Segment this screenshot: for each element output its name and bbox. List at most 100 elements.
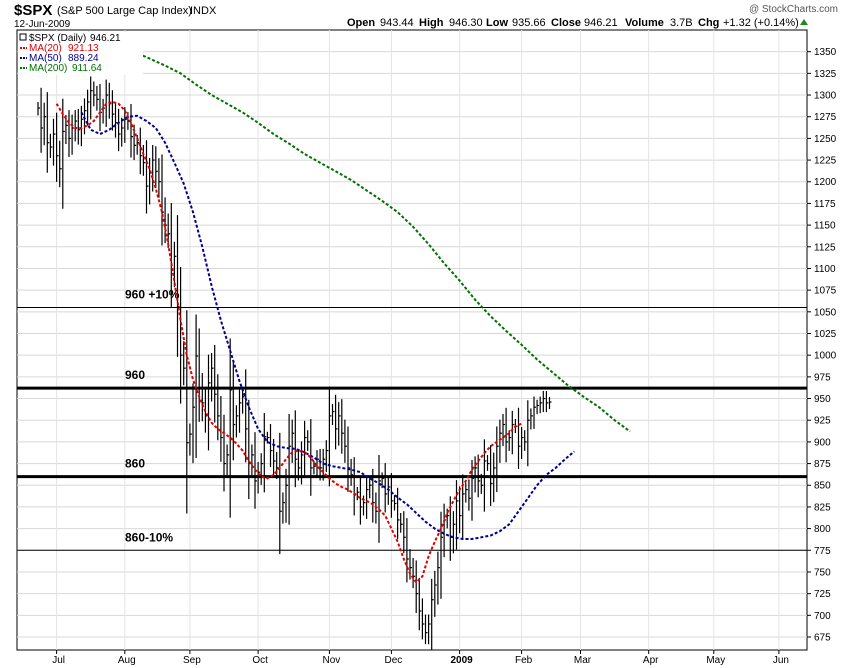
- y-tick-label: 750: [814, 567, 831, 578]
- price-bar: [369, 478, 372, 499]
- price-bar: [517, 407, 521, 469]
- x-tick-label: Apr: [643, 655, 659, 666]
- price-bar: [338, 402, 341, 446]
- open-value: 943.44: [380, 17, 414, 29]
- price-bar: [322, 448, 326, 481]
- close-label: Close: [551, 17, 581, 29]
- price-bar: [548, 396, 552, 410]
- price-bar: [431, 578, 434, 650]
- chart-date: 12-Jun-2009: [14, 19, 71, 30]
- y-tick-label: 675: [814, 632, 831, 643]
- y-tick-label: 1100: [814, 264, 836, 275]
- price-bar: [387, 478, 391, 505]
- price-bar: [319, 448, 323, 481]
- close-value: 946.21: [584, 17, 618, 29]
- price-bar: [496, 426, 499, 493]
- price-bar: [83, 98, 87, 135]
- price-bar: [542, 390, 546, 413]
- price-bar: [300, 441, 304, 485]
- price-bar: [37, 102, 40, 116]
- legend-label: $SPX (Daily): [29, 33, 86, 44]
- price-bar: [276, 451, 279, 479]
- price-bar: [62, 98, 65, 209]
- price-bar: [393, 495, 397, 511]
- legend-label: MA(20): [29, 43, 62, 54]
- ma20-line: [55, 100, 522, 584]
- x-tick-label: Aug: [118, 655, 136, 666]
- price-bar: [59, 140, 62, 188]
- price-bar: [359, 477, 363, 525]
- level-annotation: 860-10%: [125, 530, 173, 544]
- x-tick-label: Nov: [323, 655, 341, 666]
- price-bar: [229, 338, 233, 518]
- x-tick-label: Feb: [515, 655, 533, 666]
- price-bar: [201, 373, 205, 422]
- legend-box: [19, 32, 143, 75]
- y-tick-label: 1150: [814, 221, 836, 232]
- price-bar: [291, 419, 295, 463]
- price-bar: [524, 430, 527, 451]
- price-bar: [223, 414, 226, 492]
- y-tick-label: 1025: [814, 329, 837, 340]
- x-tick-label: Oct: [252, 655, 268, 666]
- y-tick-label: 875: [814, 459, 831, 470]
- price-bar: [211, 352, 214, 402]
- ma200-line: [87, 31, 631, 433]
- price-bar: [310, 419, 313, 496]
- price-bar: [52, 118, 56, 166]
- price-bar: [161, 154, 164, 246]
- price-bar: [242, 387, 245, 414]
- price-bar: [294, 410, 298, 488]
- y-tick-label: 775: [814, 546, 831, 557]
- x-tick-label: Jul: [52, 655, 65, 666]
- legend-value: 889.24: [68, 53, 99, 64]
- price-bar: [183, 341, 186, 386]
- volume-label: Volume: [625, 17, 664, 29]
- price-bar: [282, 492, 285, 524]
- y-tick-label: 1350: [814, 47, 837, 58]
- price-bar: [313, 460, 316, 475]
- price-bar: [152, 144, 155, 192]
- price-bar: [214, 344, 217, 423]
- ohlc-header: Open 943.44 High 946.30 Low 935.66 Close…: [347, 17, 808, 29]
- price-bar: [96, 85, 99, 111]
- price-bar: [111, 90, 115, 131]
- price-bar: [158, 158, 161, 198]
- legend-swatch: [19, 33, 27, 41]
- price-bar: [490, 445, 493, 506]
- price-bar: [124, 107, 127, 143]
- price-bar: [502, 413, 505, 447]
- price-bar: [288, 413, 292, 525]
- legend-item-ma50: MA(50) 889.24: [20, 53, 99, 64]
- high-value: 946.30: [449, 17, 483, 29]
- y-tick-label: 975: [814, 372, 831, 383]
- price-bar: [40, 87, 44, 153]
- price-bar: [480, 473, 484, 494]
- price-bar: [46, 92, 50, 173]
- price-bar: [90, 76, 93, 120]
- price-bar: [251, 444, 254, 477]
- legend-value: 911.64: [72, 63, 102, 74]
- price-bar: [511, 410, 515, 455]
- level-lines: 960 +10% 960 860 860-10%: [17, 287, 807, 551]
- price-bar: [459, 486, 462, 534]
- legend-label: MA(200): [29, 63, 67, 74]
- y-tick-label: 1050: [814, 307, 837, 318]
- price-bar: [381, 472, 385, 489]
- price-bar: [145, 140, 149, 214]
- price-bar: [545, 390, 549, 413]
- price-bar: [468, 479, 471, 511]
- legend-value: 946.21: [90, 33, 121, 44]
- y-tick-label: 1175: [814, 199, 836, 210]
- price-bar: [198, 328, 202, 422]
- y-tick-label: 900: [814, 437, 831, 448]
- price-bar: [530, 408, 533, 430]
- price-bar: [539, 396, 543, 414]
- price-bar: [493, 452, 496, 503]
- price-bar: [93, 81, 96, 107]
- price-bar: [139, 127, 143, 175]
- chart-symbol: $SPX: [14, 2, 52, 19]
- price-bar: [192, 383, 195, 464]
- price-bar: [412, 557, 416, 589]
- price-bar: [505, 407, 509, 463]
